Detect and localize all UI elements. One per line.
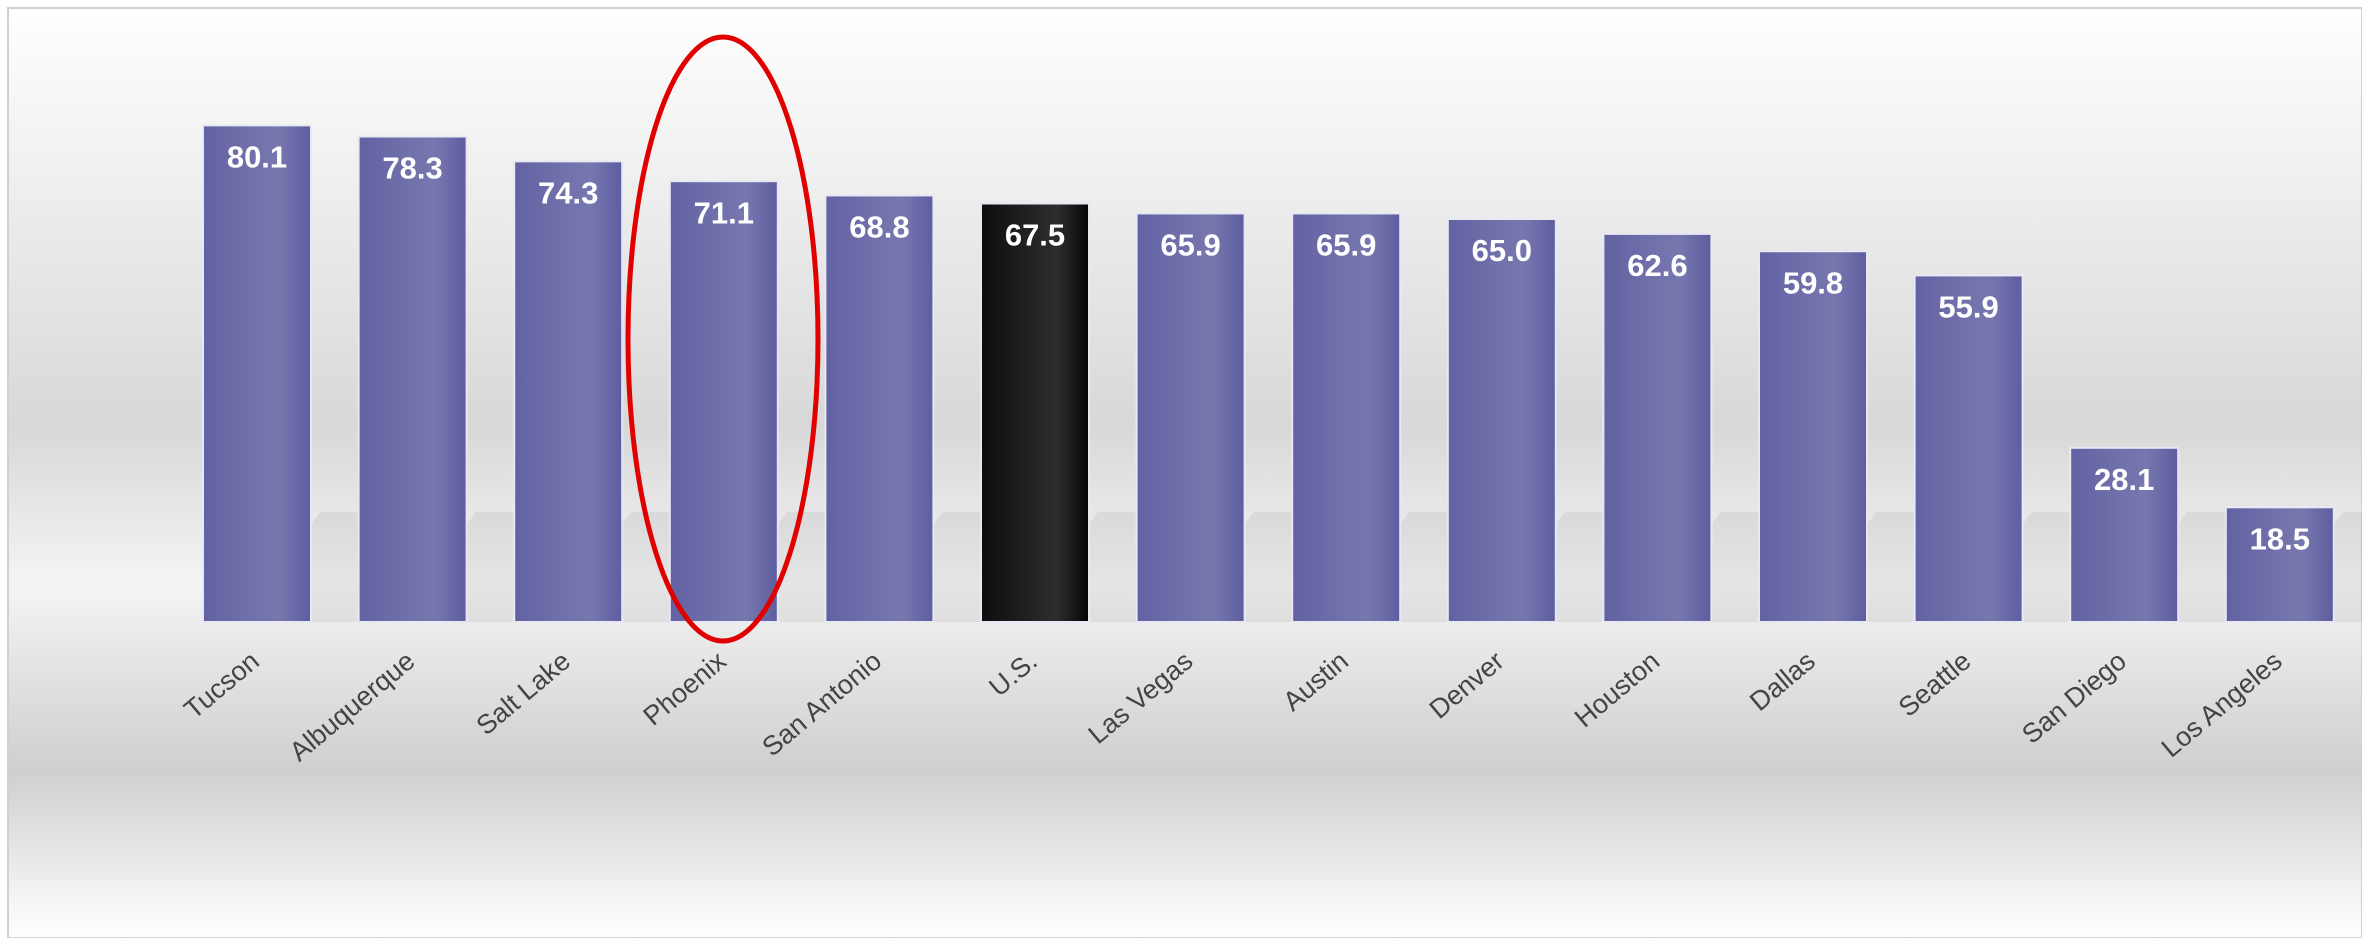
value-label: 65.9 — [1316, 228, 1376, 263]
bar-sheen — [2070, 447, 2179, 622]
bar-sheen — [981, 203, 1089, 622]
value-label: 68.8 — [849, 210, 909, 245]
value-label: 28.1 — [2094, 462, 2154, 497]
value-label: 55.9 — [1938, 290, 1998, 325]
value-label: 65.9 — [1160, 228, 1220, 263]
bar-sheen — [1759, 251, 1867, 623]
bar-sheen — [1603, 233, 1712, 622]
bar-sheen — [669, 181, 778, 622]
bar-sheen — [1447, 219, 1556, 622]
value-label: 74.3 — [538, 176, 598, 211]
value-label: 65.0 — [1472, 233, 1532, 268]
bar-sheen — [2225, 507, 2334, 622]
value-label: 80.1 — [227, 140, 287, 175]
value-label: 18.5 — [2250, 521, 2310, 556]
value-label: 59.8 — [1783, 265, 1843, 300]
value-label: 78.3 — [382, 151, 442, 186]
bar-sheen — [203, 125, 311, 622]
bar-sheen — [1914, 275, 2023, 622]
value-label: 67.5 — [1005, 218, 1065, 253]
value-label: 71.1 — [694, 195, 754, 230]
bar-sheen — [825, 195, 934, 622]
highlight-ellipse — [625, 34, 821, 644]
bar-sheen — [358, 136, 467, 623]
bar-sheen — [1136, 213, 1245, 623]
value-label: 62.6 — [1627, 248, 1687, 283]
bar-sheen — [1292, 213, 1401, 623]
bar-sheen — [514, 161, 623, 622]
